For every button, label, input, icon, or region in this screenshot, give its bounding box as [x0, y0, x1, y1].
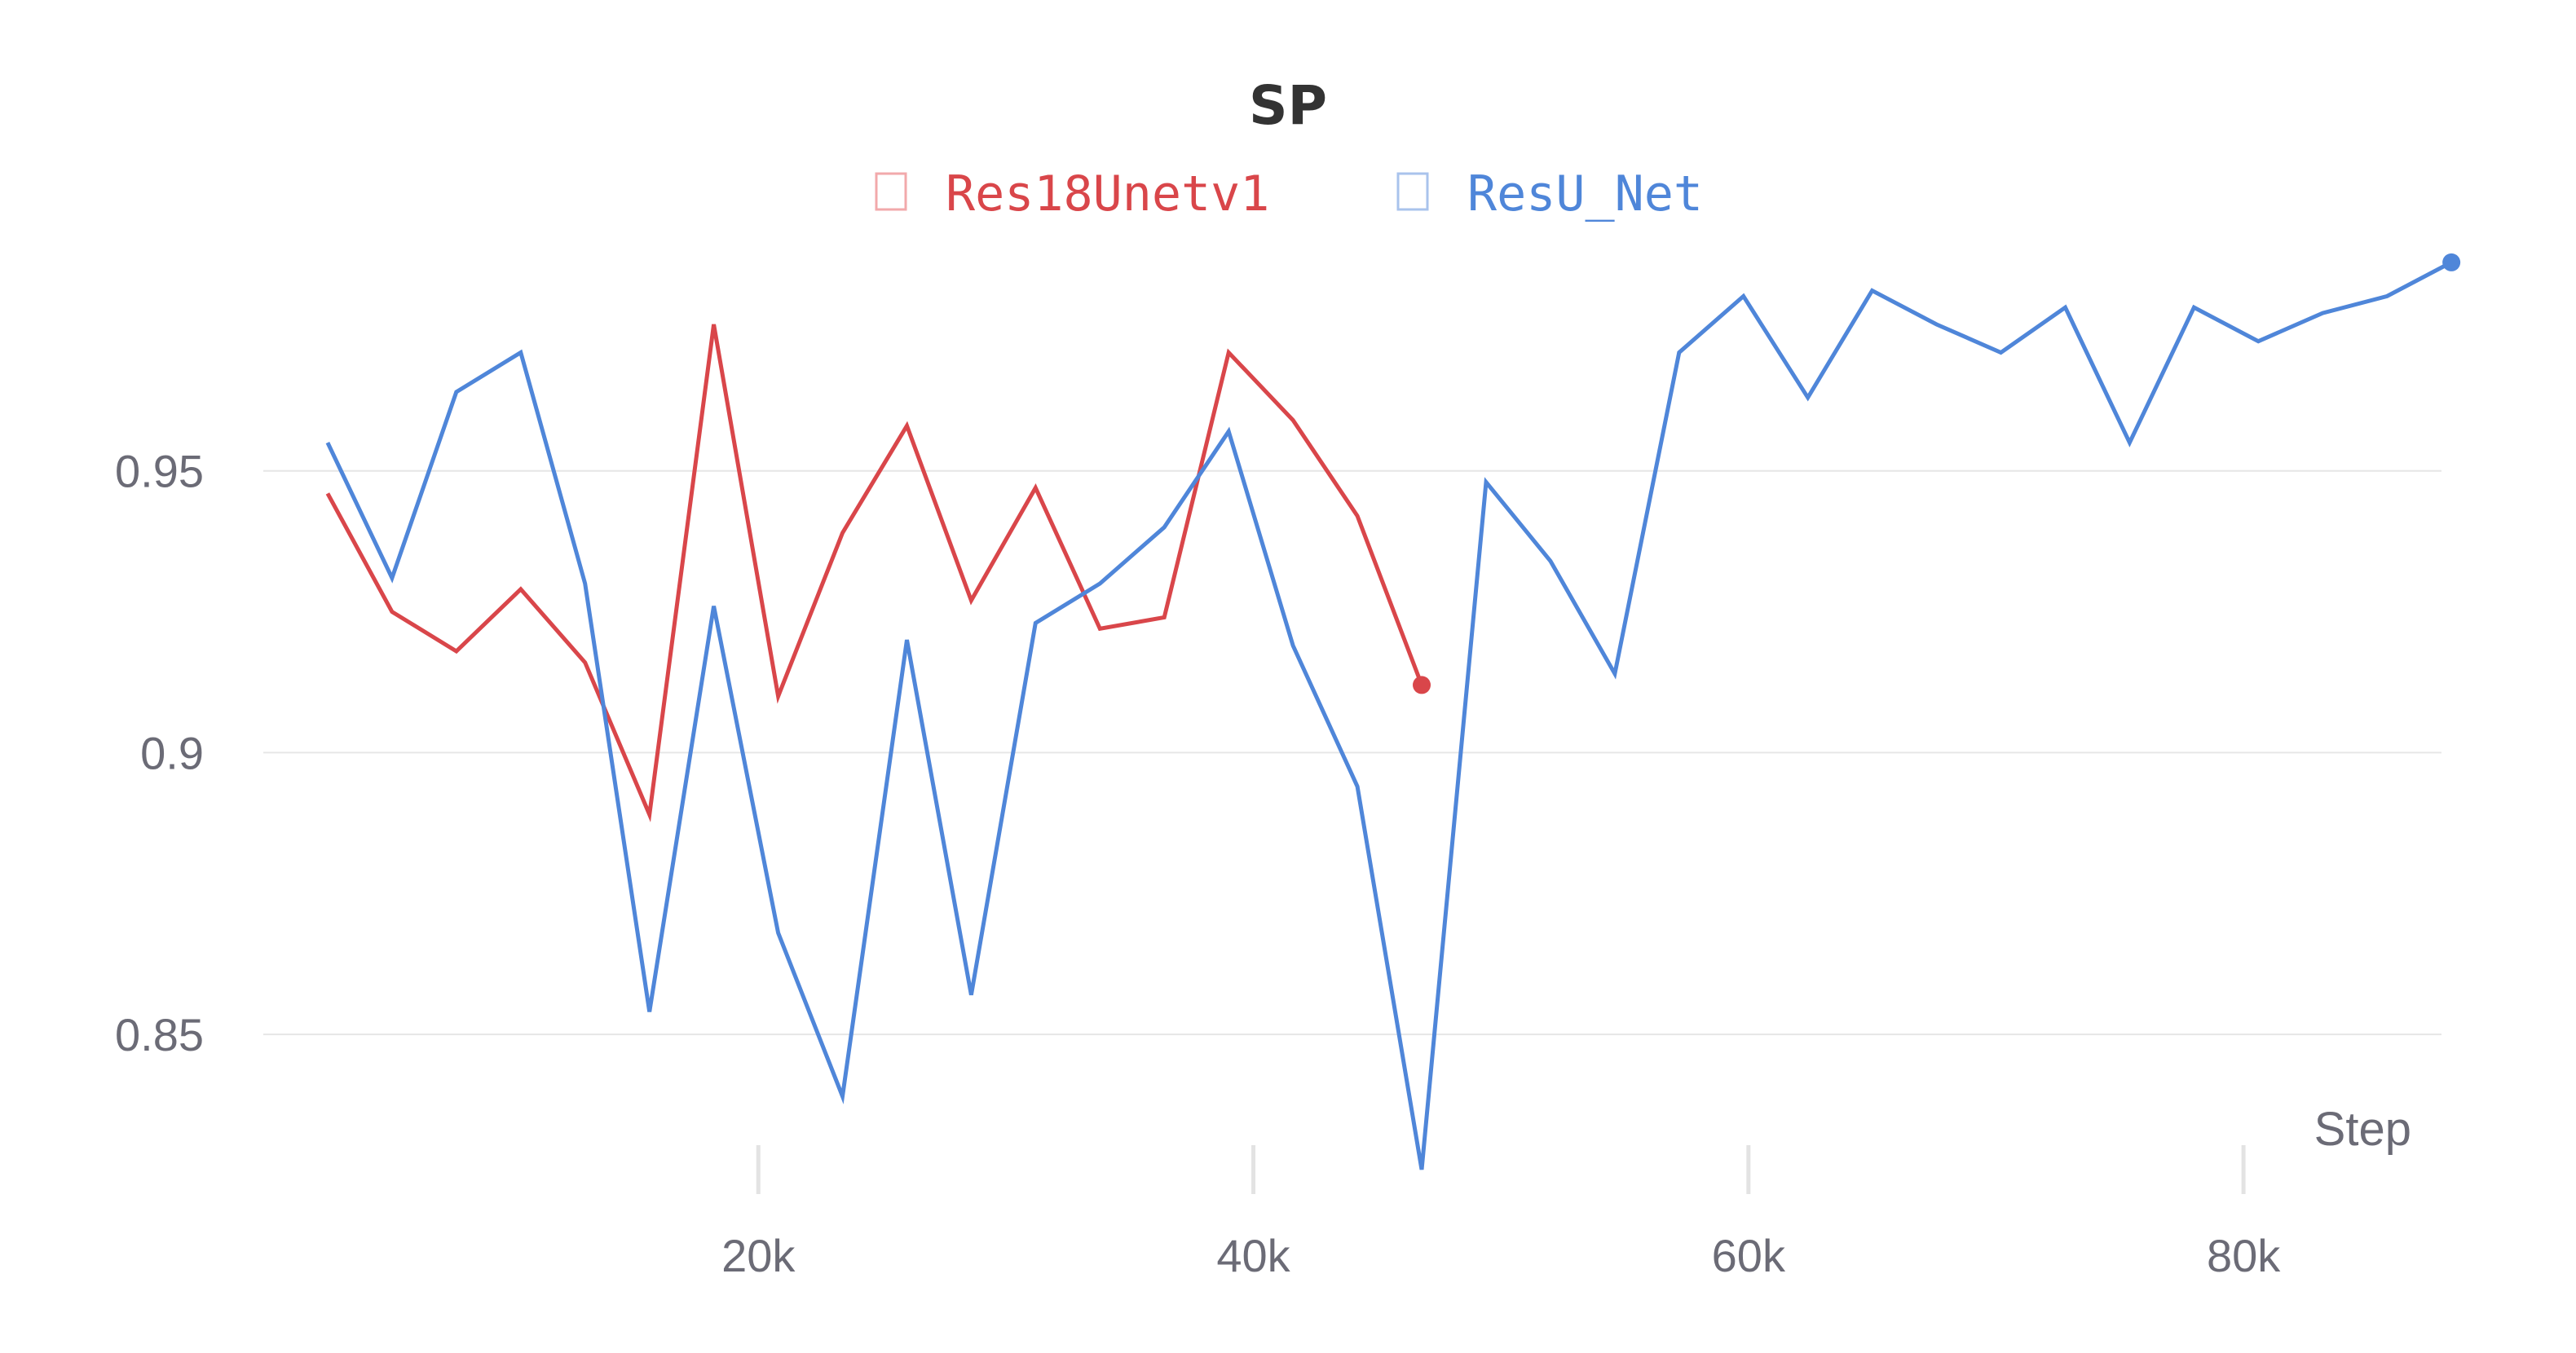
legend[interactable]: Res18Unetv1 ResU_Net [875, 165, 1703, 223]
x-axis-title: Step [2314, 1103, 2411, 1156]
legend-item-res18unetv1[interactable]: Res18Unetv1 [875, 165, 1269, 223]
x-tick-label: 60k [1712, 1230, 1786, 1281]
series-line-resu-net[interactable] [325, 260, 2453, 1170]
series-line-res18unetv1[interactable] [325, 324, 1424, 822]
y-tick-label: 0.85 [115, 1009, 204, 1060]
x-tick-label: 80k [2207, 1230, 2281, 1281]
y-axis: 0.85 0.9 0.95 [115, 446, 204, 1060]
plot-area [325, 253, 2461, 1170]
series-endpoint-resu-net[interactable] [2442, 253, 2461, 271]
legend-swatch-res18unetv1 [875, 172, 907, 211]
x-tick-label: 40k [1216, 1230, 1290, 1281]
series-endpoint-res18unetv1[interactable] [1413, 676, 1431, 694]
legend-label-res18unetv1: Res18Unetv1 [946, 165, 1269, 223]
x-axis: 20k 40k 60k 80k [721, 1145, 2281, 1281]
legend-swatch-resu-net [1396, 172, 1429, 211]
grid [263, 469, 2441, 1036]
chart-title: SP [1249, 74, 1327, 137]
y-tick-label: 0.95 [115, 446, 204, 497]
legend-item-resu-net[interactable]: ResU_Net [1396, 165, 1703, 223]
y-tick-label: 0.9 [140, 727, 204, 778]
x-tick-label: 20k [721, 1230, 796, 1281]
legend-label-resu-net: ResU_Net [1467, 165, 1703, 223]
